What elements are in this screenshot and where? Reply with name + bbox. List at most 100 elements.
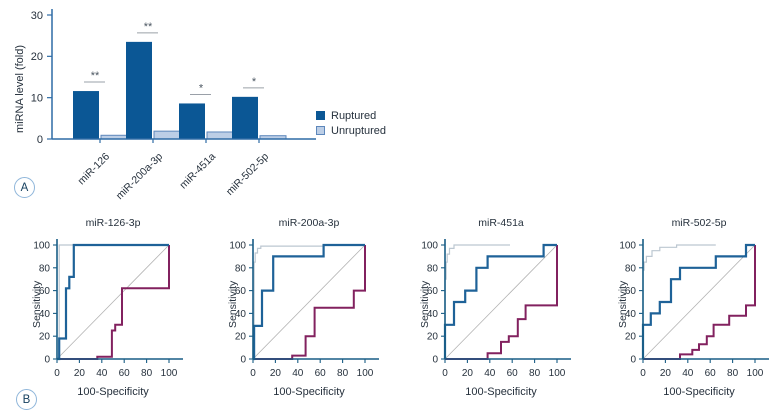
blue-roc-curve [443,243,557,359]
significance-stars: ** [144,21,153,33]
y-tick-label: 20 [235,332,247,343]
x-tick-label: 40 [96,368,108,379]
x-tick-label: 100 [549,368,566,379]
diagonal-reference [56,244,170,360]
roc-canvas: 0 20 40 60 80 100 0 20 40 60 80 100 [619,239,769,379]
significance-stars: * [252,76,257,88]
diagonal-reference [252,244,366,360]
y-tick-label: 80 [39,263,51,274]
roc-canvas: 0 20 40 60 80 100 0 20 40 60 80 100 [229,239,379,379]
y-tick-label: 60 [235,286,247,297]
roc-x-axis-title: 100-Specificity [77,386,149,398]
diagonal-reference [642,244,756,360]
category-label: miR-200a-3p [114,151,166,203]
panel-b-label: B [16,389,37,410]
y-tick-label: 60 [625,286,637,297]
x-tick-label: 80 [529,368,541,379]
x-tick-label: 80 [337,368,349,379]
y-tick-label: 80 [235,263,247,274]
roc-canvas: 0 20 40 60 80 100 0 20 40 60 80 100 [421,239,571,379]
x-tick-label: 40 [682,368,694,379]
maroon-roc-curve [445,245,558,360]
roc-x-axis-title: 100-Specificity [663,386,735,398]
x-tick-label: 20 [462,368,474,379]
x-tick-label: 20 [270,368,282,379]
x-tick-label: 20 [660,368,672,379]
y-tick-label: 0 [44,355,50,366]
x-tick-label: 0 [54,368,60,379]
bar-legend: Ruptured Unruptured [316,108,386,138]
maroon-roc-curve [643,245,756,360]
x-tick-label: 0 [640,368,646,379]
panel-a-label: A [14,177,35,198]
significance-stars: * [199,82,204,94]
x-tick-label: 80 [141,368,153,379]
y-tick-label: 100 [229,241,246,252]
ruptured-swatch-icon [316,111,325,120]
x-tick-label: 0 [442,368,448,379]
roc-title: miR-200a-3p [278,217,340,229]
category-label: miR-451a [177,151,218,192]
bar-ruptured [73,91,99,139]
x-tick-label: 100 [161,368,178,379]
x-tick-label: 60 [507,368,519,379]
maroon-roc-curve [253,245,366,360]
x-tick-label: 100 [357,368,374,379]
x-tick-label: 60 [119,368,131,379]
bar-ruptured [179,103,205,139]
y-tick-label: 30 [31,10,43,22]
y-tick-label: 0 [240,355,246,366]
y-tick-label: 0 [37,134,43,146]
bar-chart: 0 10 20 30 miR-126 ** miR-200a-3p ** miR-451a * mi… [31,9,316,203]
legend-item-unruptured: Unruptured [316,123,386,138]
x-tick-label: 80 [727,368,739,379]
category-label: miR-502-5p [224,151,271,198]
gray-roc-curve [642,244,716,359]
legend-label-ruptured: Ruptured [331,109,377,122]
gray-roc-curve [253,244,325,360]
roc-plot-mir-502-5p: miR-502-5p Sensitivity 0 20 40 60 80 100 0 20 40… [598,212,773,408]
bar-ruptured [126,41,152,139]
roc-plot-mir-451a: miR-451a Sensitivity 0 20 40 60 80 100 0 20 40 60… [400,212,575,408]
y-tick-label: 60 [39,286,51,297]
blue-roc-curve [252,243,365,361]
legend-item-ruptured: Ruptured [316,108,386,123]
legend-label-unruptured: Unruptured [331,124,387,137]
y-tick-label: 20 [625,332,637,343]
category-label: miR-126 [76,151,113,188]
bar-ruptured [232,96,258,139]
diagonal-reference [444,244,558,360]
roc-title: miR-126-3p [85,217,141,229]
roc-plot-mir-200a-3p: miR-200a-3p Sensitivity 0 20 40 60 80 100 0 20 4… [208,212,383,408]
blue-roc-curve [641,243,755,359]
blue-roc-curve [57,243,169,361]
bar-unruptured [206,131,234,140]
roc-canvas: 0 20 40 60 80 100 0 20 40 60 80 100 [33,239,183,379]
y-tick-label: 40 [235,309,247,320]
unruptured-swatch-icon [316,126,325,135]
roc-x-axis-title: 100-Specificity [465,386,537,398]
roc-title: miR-451a [478,217,524,229]
x-tick-label: 0 [250,368,256,379]
y-tick-label: 0 [432,355,438,366]
y-tick-label: 80 [427,263,439,274]
y-tick-label: 40 [625,309,637,320]
maroon-roc-curve [57,245,170,360]
significance-stars: ** [91,70,100,82]
y-tick-label: 80 [625,263,637,274]
x-tick-label: 20 [74,368,86,379]
x-tick-label: 40 [484,368,496,379]
roc-x-axis-title: 100-Specificity [273,386,345,398]
x-tick-label: 40 [292,368,304,379]
y-tick-label: 10 [31,92,43,104]
y-tick-label: 20 [31,51,43,63]
y-tick-label: 60 [427,286,439,297]
x-tick-label: 60 [705,368,717,379]
y-tick-label: 40 [427,309,439,320]
x-tick-label: 60 [315,368,327,379]
y-tick-label: 0 [630,355,636,366]
y-tick-label: 20 [427,332,439,343]
y-tick-label: 100 [33,241,50,252]
bar-y-axis-title: miRNA level (fold) [14,44,26,133]
